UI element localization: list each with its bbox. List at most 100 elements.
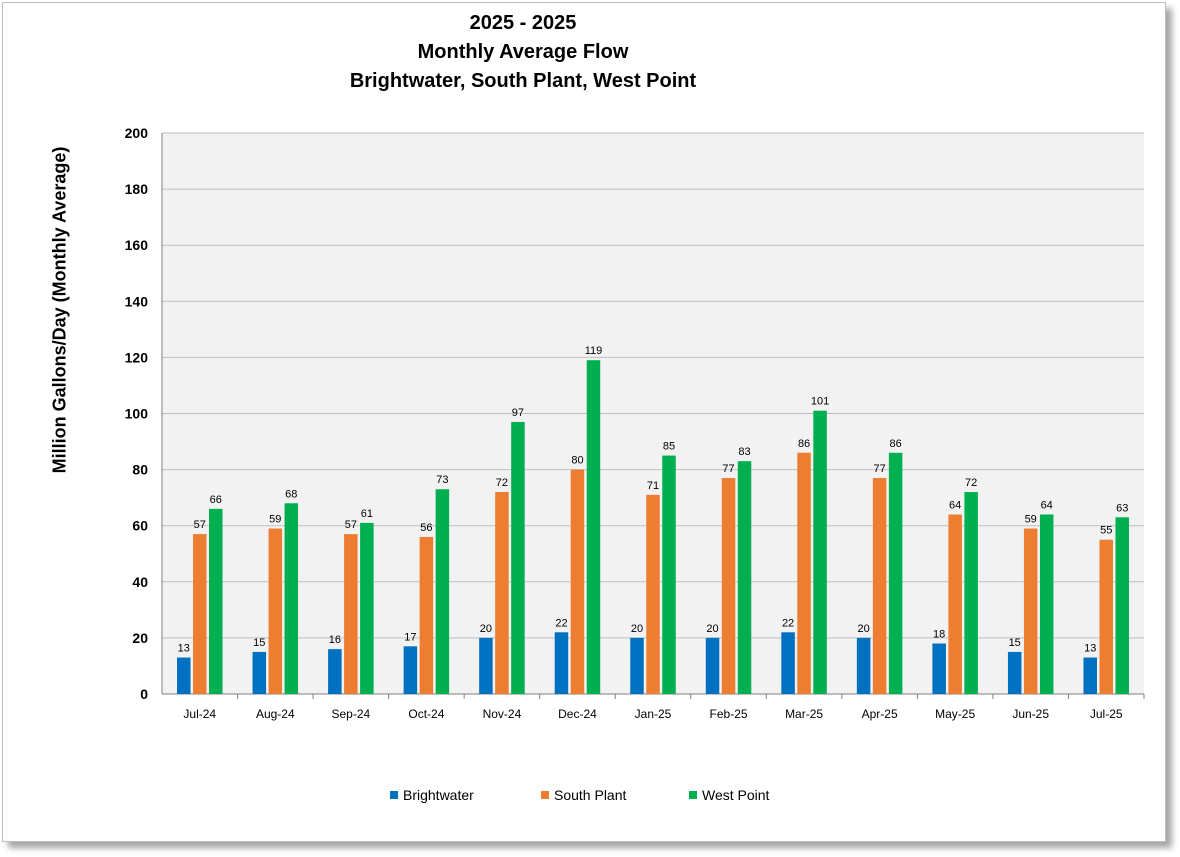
- y-tick-label: 160: [125, 237, 149, 253]
- bar-west-point: [435, 489, 450, 694]
- y-tick-label: 40: [132, 574, 148, 590]
- bar-brightwater: [403, 646, 418, 694]
- bar-south-plant: [721, 478, 736, 694]
- y-tick-label: 180: [125, 181, 149, 197]
- data-label: 22: [782, 617, 794, 629]
- chart-title: 2025 - 2025: [469, 12, 577, 34]
- bar-west-point: [360, 522, 374, 694]
- x-tick-label: Sep-24: [331, 707, 370, 721]
- data-label: 64: [1041, 499, 1053, 511]
- bar-south-plant: [495, 492, 509, 694]
- data-label: 101: [811, 396, 829, 408]
- bar-brightwater: [177, 657, 191, 694]
- data-label: 72: [965, 477, 977, 489]
- data-label: 59: [269, 514, 281, 526]
- data-label: 85: [663, 441, 675, 453]
- bar-south-plant: [1099, 539, 1113, 694]
- bar-south-plant: [797, 452, 811, 694]
- bar-brightwater: [328, 649, 342, 694]
- x-tick-label: Oct-24: [408, 707, 444, 721]
- bar-brightwater: [705, 637, 720, 694]
- bar-west-point: [1115, 517, 1129, 694]
- bar-south-plant: [1023, 528, 1038, 694]
- bar-south-plant: [193, 534, 207, 694]
- data-label: 72: [496, 477, 508, 489]
- data-label: 66: [210, 494, 222, 506]
- data-label: 73: [436, 474, 448, 486]
- bar-brightwater: [1007, 651, 1022, 694]
- data-label: 20: [706, 623, 718, 635]
- bar-south-plant: [344, 534, 358, 694]
- x-tick-label: Dec-24: [558, 707, 597, 721]
- y-tick-label: 200: [125, 125, 149, 141]
- data-label: 64: [949, 499, 961, 511]
- y-tick-label: 120: [125, 349, 149, 365]
- data-label: 59: [1025, 514, 1037, 526]
- bar-west-point: [1039, 514, 1054, 694]
- y-tick-label: 100: [125, 406, 149, 422]
- data-label: 86: [798, 438, 810, 450]
- bar-brightwater: [856, 637, 871, 694]
- x-tick-label: Jun-25: [1012, 707, 1049, 721]
- data-label: 18: [933, 629, 945, 641]
- data-label: 16: [329, 634, 341, 646]
- bar-west-point: [511, 421, 525, 694]
- legend-swatch-south-plant: [541, 791, 549, 799]
- bar-west-point: [284, 503, 299, 694]
- x-tick-label: Mar-25: [785, 707, 823, 721]
- bar-brightwater: [479, 637, 493, 694]
- x-tick-label: Nov-24: [483, 707, 522, 721]
- data-label: 71: [647, 480, 659, 492]
- bar-west-point: [662, 455, 676, 694]
- y-tick-label: 80: [132, 462, 148, 478]
- legend-label-south-plant: South Plant: [554, 787, 627, 803]
- legend: Brightwater South Plant West Point: [0, 787, 1180, 807]
- legend-label-west-point: West Point: [702, 787, 770, 803]
- data-label: 61: [361, 508, 373, 520]
- legend-item-south-plant: South Plant: [541, 787, 626, 803]
- bar-brightwater: [554, 632, 569, 694]
- data-label: 119: [585, 345, 603, 357]
- bar-brightwater: [630, 637, 644, 694]
- data-label: 22: [555, 617, 567, 629]
- bar-brightwater: [1083, 657, 1097, 694]
- bar-west-point: [586, 360, 601, 694]
- data-label: 57: [345, 519, 357, 531]
- data-label: 55: [1100, 525, 1112, 537]
- x-tick-label: May-25: [935, 707, 975, 721]
- chart-subtitle-2: Brightwater, South Plant, West Point: [349, 70, 697, 92]
- bar-south-plant: [419, 536, 434, 694]
- data-label: 20: [631, 623, 643, 635]
- bar-south-plant: [872, 478, 887, 694]
- bar-brightwater: [781, 632, 795, 694]
- y-tick-label: 0: [140, 686, 148, 702]
- bar-brightwater: [252, 651, 267, 694]
- data-label: 13: [178, 643, 190, 655]
- x-tick-label: Jul-24: [183, 707, 216, 721]
- y-tick-label: 20: [132, 630, 148, 646]
- data-label: 77: [722, 463, 734, 475]
- legend-swatch-west-point: [689, 791, 697, 799]
- data-label: 68: [285, 488, 297, 500]
- bar-west-point: [813, 410, 827, 694]
- x-tick-label: Aug-24: [256, 707, 295, 721]
- x-tick-label: Jan-25: [635, 707, 672, 721]
- legend-swatch-brightwater: [390, 791, 398, 799]
- bar-south-plant: [268, 528, 283, 694]
- data-label: 56: [420, 522, 432, 534]
- data-label: 13: [1084, 643, 1096, 655]
- y-tick-label: 140: [125, 293, 149, 309]
- data-label: 15: [1009, 637, 1021, 649]
- data-label: 20: [857, 623, 869, 635]
- data-label: 86: [889, 438, 901, 450]
- bar-west-point: [209, 508, 223, 694]
- legend-item-west-point: West Point: [689, 787, 769, 803]
- y-tick-label: 60: [132, 518, 148, 534]
- bar-west-point: [964, 492, 978, 694]
- chart-subtitle-1: Monthly Average Flow: [417, 41, 629, 63]
- data-label: 80: [571, 455, 583, 467]
- data-label: 77: [873, 463, 885, 475]
- bar-west-point: [737, 461, 752, 694]
- bar-brightwater: [932, 643, 946, 694]
